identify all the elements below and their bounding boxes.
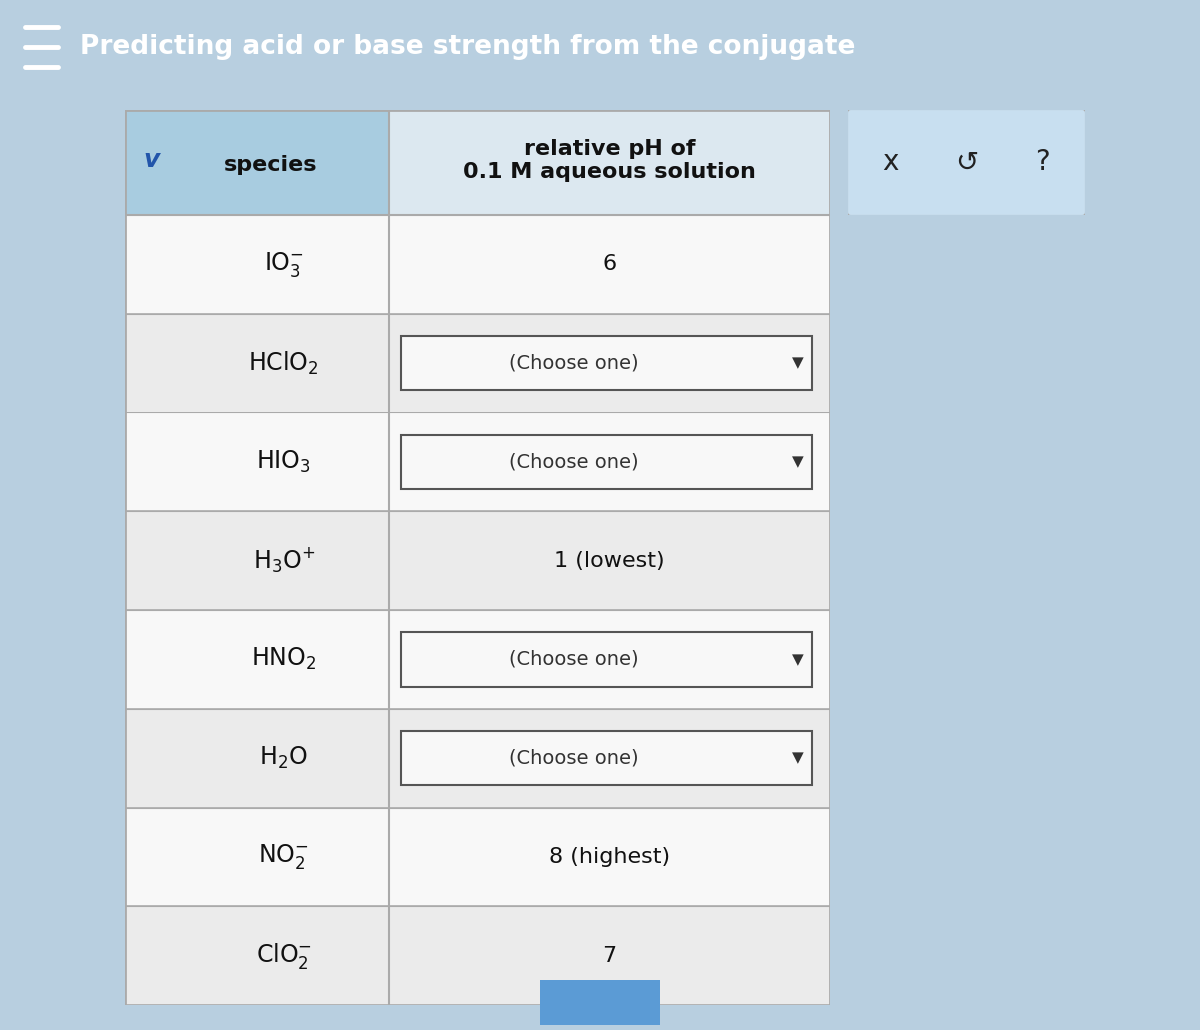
Text: v: v xyxy=(143,148,160,172)
Text: x: x xyxy=(882,148,899,176)
Text: ?: ? xyxy=(1034,148,1050,176)
Text: NO$_2^{-}$: NO$_2^{-}$ xyxy=(258,843,308,871)
Text: 6: 6 xyxy=(602,254,617,274)
Text: 8 (highest): 8 (highest) xyxy=(550,847,671,867)
Text: H$_2$O: H$_2$O xyxy=(259,745,308,771)
Text: 7: 7 xyxy=(602,946,617,966)
Text: HClO$_2$: HClO$_2$ xyxy=(248,349,319,377)
Text: (Choose one): (Choose one) xyxy=(509,749,638,767)
Text: ▼: ▼ xyxy=(792,454,804,470)
Text: (Choose one): (Choose one) xyxy=(509,650,638,668)
FancyBboxPatch shape xyxy=(401,731,812,785)
Text: ▼: ▼ xyxy=(792,355,804,371)
Text: ▼: ▼ xyxy=(792,652,804,666)
Text: (Choose one): (Choose one) xyxy=(509,353,638,373)
Text: HIO$_3$: HIO$_3$ xyxy=(257,449,311,475)
Text: H$_3$O$^{+}$: H$_3$O$^{+}$ xyxy=(252,546,314,575)
FancyBboxPatch shape xyxy=(847,109,1086,216)
Text: species: species xyxy=(223,154,317,175)
FancyBboxPatch shape xyxy=(539,978,661,1026)
Text: (Choose one): (Choose one) xyxy=(509,452,638,472)
FancyBboxPatch shape xyxy=(401,632,812,687)
Text: ClO$_2^{-}$: ClO$_2^{-}$ xyxy=(256,940,312,970)
Text: HNO$_2$: HNO$_2$ xyxy=(251,646,317,673)
Text: ▼: ▼ xyxy=(792,751,804,765)
Text: Predicting acid or base strength from the conjugate: Predicting acid or base strength from th… xyxy=(80,34,856,61)
Text: ↺: ↺ xyxy=(955,148,978,176)
Text: relative pH of
0.1 M aqueous solution: relative pH of 0.1 M aqueous solution xyxy=(463,139,756,182)
Bar xyxy=(125,110,389,215)
FancyBboxPatch shape xyxy=(401,336,812,390)
Bar xyxy=(389,110,830,215)
Text: IO$_3^{-}$: IO$_3^{-}$ xyxy=(264,250,304,279)
Text: 1 (lowest): 1 (lowest) xyxy=(554,551,665,571)
FancyBboxPatch shape xyxy=(401,435,812,489)
